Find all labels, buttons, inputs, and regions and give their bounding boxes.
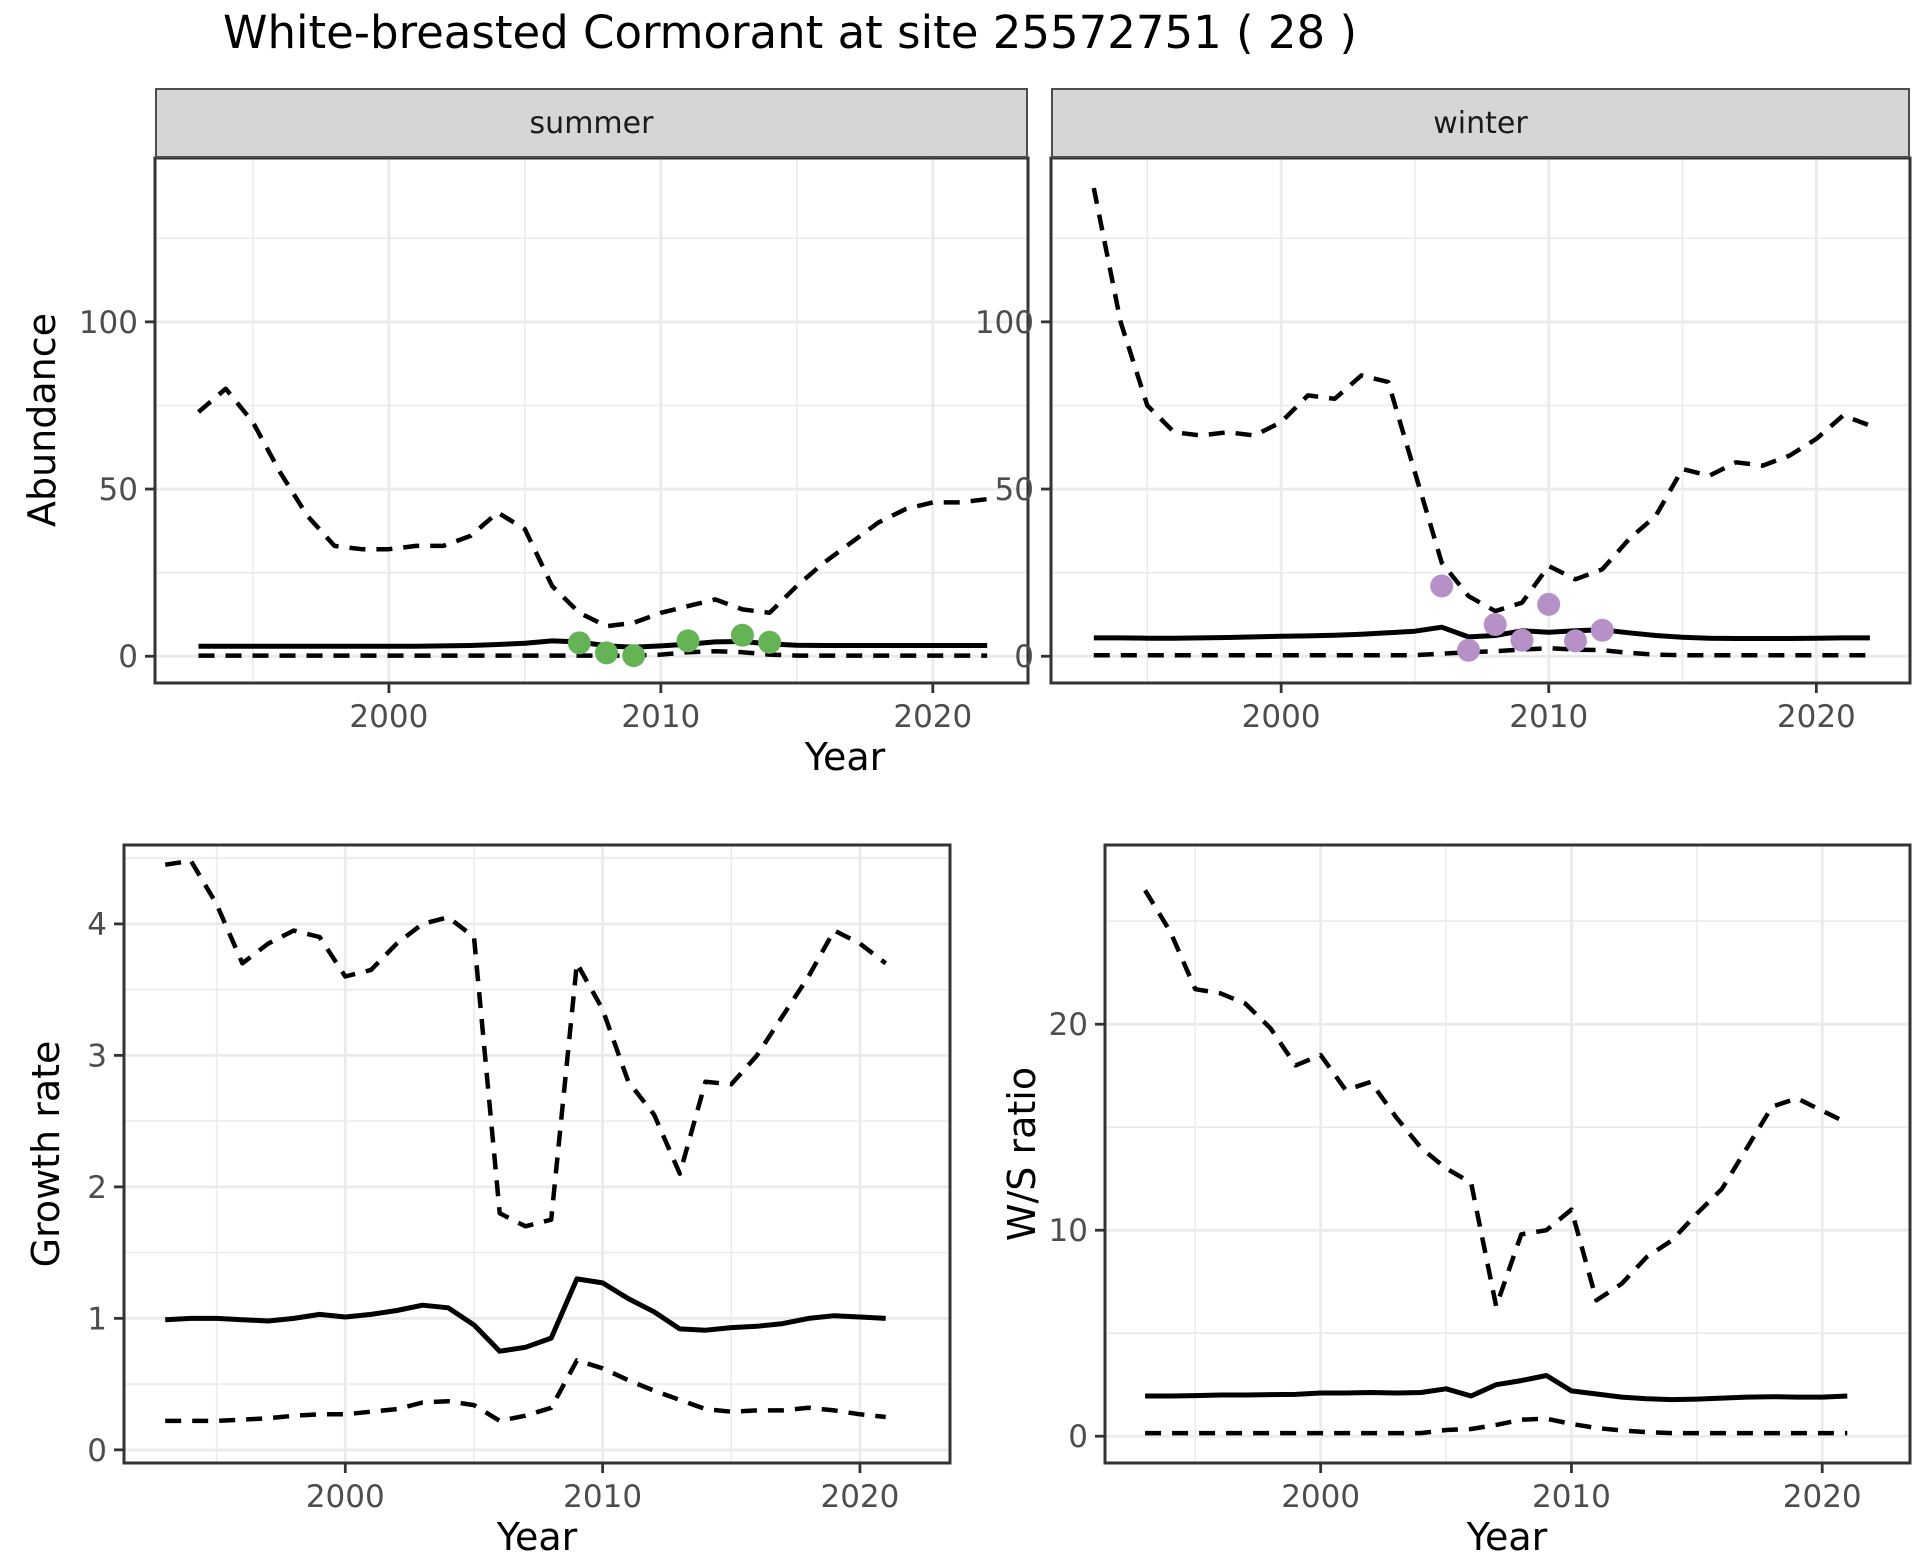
- observation-point: [730, 623, 754, 647]
- y-tick-label: 100: [79, 305, 138, 341]
- y-tick-label: 3: [87, 1038, 107, 1074]
- observation-point: [1564, 629, 1587, 653]
- x-tick-label: 2020: [1783, 1479, 1862, 1515]
- y-tick-label: 50: [995, 472, 1034, 508]
- x-axis-title-growth: Year: [496, 1515, 578, 1559]
- y-tick-label: 20: [1049, 1007, 1088, 1043]
- x-tick-label: 2000: [1281, 1479, 1360, 1515]
- observation-point: [1483, 613, 1507, 636]
- y-tick-label: 0: [1068, 1419, 1088, 1455]
- winter-upper-ci-line: [1091, 187, 1871, 614]
- panel-border: [153, 156, 1030, 685]
- x-tick-label: 2020: [893, 699, 972, 735]
- panel-background: [124, 845, 950, 1463]
- growth-estimate-line: [165, 1276, 886, 1354]
- y-tick-label: 50: [99, 472, 138, 508]
- panel-border: [1049, 156, 1912, 685]
- x-tick-label: 2010: [563, 1479, 642, 1515]
- observation-point: [567, 631, 591, 655]
- x-tick-label: 2000: [1242, 699, 1321, 735]
- y-axis-title-ws-ratio: W/S ratio: [1000, 1066, 1044, 1242]
- panel-border: [1103, 843, 1912, 1465]
- x-tick-label: 2010: [621, 699, 700, 735]
- panel-growth: 2000 2010 2020 0 1 2 3 4: [87, 843, 952, 1515]
- panel-border: [122, 843, 952, 1465]
- observation-point: [1590, 618, 1614, 642]
- y-tick-label: 1: [87, 1301, 107, 1337]
- panel-ws: 2000 2010 2020 0 10 20: [1049, 843, 1912, 1515]
- observation-point: [758, 630, 782, 654]
- ws-lower-ci-line: [1145, 1416, 1848, 1436]
- y-tick-label: 0: [87, 1433, 107, 1469]
- chart-title: White-breasted Cormorant at site 2557275…: [222, 6, 1358, 59]
- summer-estimate-line: [198, 638, 988, 650]
- x-tick-label: 2000: [306, 1479, 385, 1515]
- growth-lower-ci-line: [165, 1358, 886, 1424]
- observation-point: [676, 629, 700, 653]
- y-tick-label: 0: [118, 639, 138, 675]
- x-tick-label: 2010: [1532, 1479, 1611, 1515]
- y-tick-label: 0: [1014, 639, 1034, 675]
- facet-strip-winter: winter: [1051, 88, 1910, 158]
- y-tick-label: 2: [87, 1170, 107, 1206]
- winter-observation-points: [1430, 574, 1614, 662]
- observation-point: [1457, 638, 1480, 662]
- observation-point: [622, 644, 646, 668]
- x-tick-label: 2020: [820, 1479, 899, 1515]
- panel-background: [155, 158, 1028, 683]
- x-tick-label: 2010: [1509, 699, 1588, 735]
- y-tick-label: 10: [1049, 1213, 1088, 1249]
- observation-point: [595, 641, 618, 665]
- y-axis-title-growth-rate: Growth rate: [24, 1040, 68, 1268]
- panel-background: [1051, 158, 1910, 683]
- summer-upper-ci-line: [197, 386, 988, 629]
- panel-winter: 2000 2010 2020 0 50 100: [975, 156, 1912, 735]
- y-tick-label: 100: [975, 305, 1034, 341]
- facet-strip-summer: summer: [155, 88, 1028, 158]
- x-tick-label: 2020: [1777, 699, 1856, 735]
- x-tick-label: 2000: [349, 699, 428, 735]
- winter-lower-ci-line: [1093, 645, 1870, 658]
- x-axis-title-ws: Year: [1466, 1515, 1548, 1559]
- growth-upper-ci-line: [164, 858, 888, 1229]
- ws-estimate-line: [1145, 1373, 1848, 1403]
- y-tick-label: 4: [87, 907, 107, 943]
- observation-point: [1537, 592, 1561, 616]
- winter-estimate-line: [1093, 624, 1870, 641]
- y-axis-title-abundance: Abundance: [20, 312, 64, 528]
- panel-summer: 2000 2010 2020 0 50 100: [79, 156, 1030, 735]
- summer-observation-points: [567, 623, 782, 668]
- x-axis-title-top: Year: [804, 735, 886, 779]
- observation-point: [1430, 574, 1454, 598]
- panel-background: [1105, 845, 1910, 1463]
- facet-strip-summer-label: summer: [529, 105, 654, 141]
- facet-strip-winter-label: winter: [1433, 105, 1528, 141]
- summer-lower-ci-line: [198, 648, 988, 658]
- observation-point: [1510, 628, 1534, 652]
